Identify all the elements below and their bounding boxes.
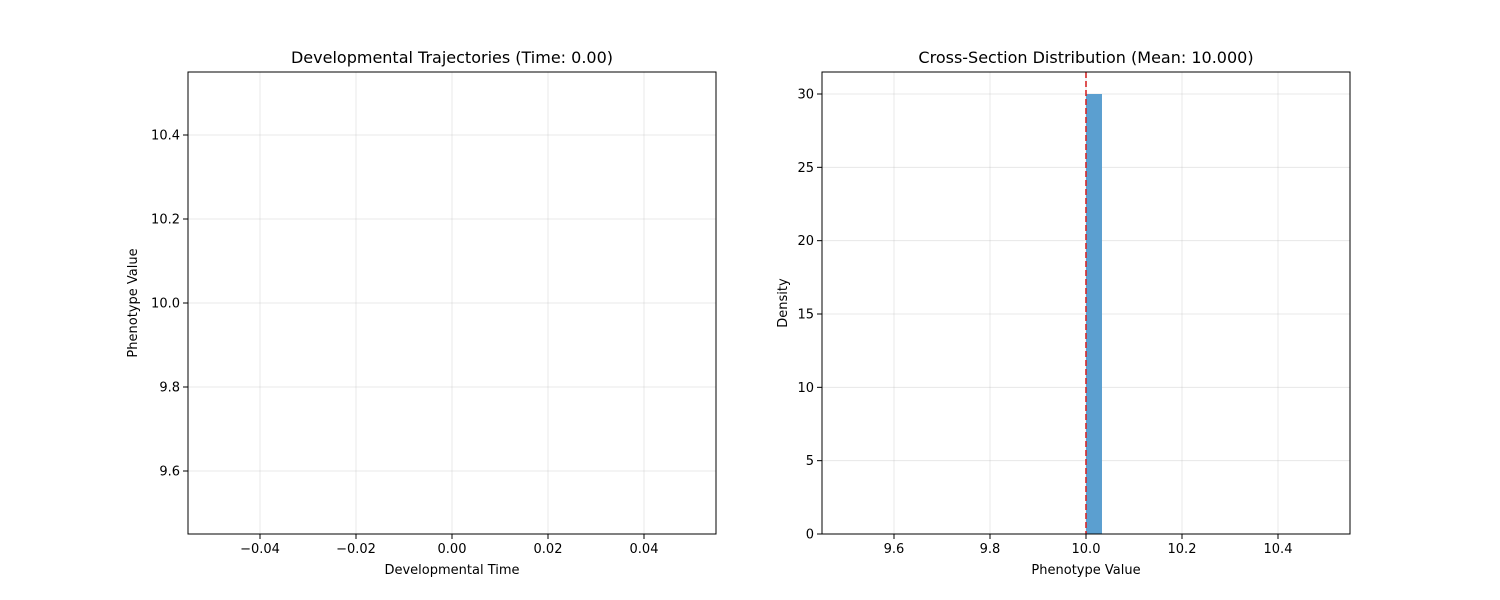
distribution-ylabel: Density — [776, 278, 791, 328]
trajectories-ytick-label: 10.0 — [151, 297, 180, 312]
trajectories-xlabel: Developmental Time — [384, 563, 519, 578]
trajectories-ytick-label: 10.4 — [151, 129, 180, 144]
trajectories-xtick-label: 0.04 — [630, 542, 659, 557]
trajectories-xtick-label: 0.02 — [534, 542, 563, 557]
distribution-ytick-label: 20 — [797, 234, 814, 249]
distribution-xtick-label: 9.8 — [980, 542, 1001, 557]
distribution-ytick-label: 15 — [797, 308, 814, 323]
trajectories-ytick-label: 10.2 — [151, 213, 180, 228]
trajectories-xtick-label: 0.00 — [438, 542, 467, 557]
trajectories-panel: −0.04 −0.02 0.00 0.02 0.04 9.6 9.8 10.0 10.2 10.4… — [126, 48, 717, 578]
distribution-ytick-label: 0 — [806, 528, 814, 543]
distribution-ytick-label: 5 — [806, 454, 814, 469]
trajectories-ytick-label: 9.6 — [159, 465, 180, 480]
trajectories-ylabel: Phenotype Value — [126, 248, 141, 357]
distribution-xtick-label: 10.2 — [1168, 542, 1197, 557]
trajectories-ytick-label: 9.8 — [159, 381, 180, 396]
trajectories-xtick-label: −0.02 — [336, 542, 376, 557]
distribution-xtick-label: 10.0 — [1072, 542, 1101, 557]
distribution-title: Cross-Section Distribution (Mean: 10.000… — [918, 48, 1253, 67]
distribution-bars — [1086, 94, 1102, 534]
distribution-panel: 9.6 9.8 10.0 10.2 10.4 0 5 10 15 20 25 30 Cross-Sec… — [776, 48, 1351, 578]
trajectories-title: Developmental Trajectories (Time: 0.00) — [291, 48, 613, 67]
distribution-xlabel: Phenotype Value — [1031, 563, 1140, 578]
distribution-ytick-label: 10 — [797, 381, 814, 396]
distribution-xtick-label: 10.4 — [1264, 542, 1293, 557]
distribution-ytick-label: 30 — [797, 88, 814, 103]
distribution-xtick-label: 9.6 — [884, 542, 905, 557]
trajectories-grid — [188, 72, 716, 534]
trajectories-ticks: −0.04 −0.02 0.00 0.02 0.04 9.6 9.8 10.0 10.2 10.4 — [151, 129, 658, 558]
distribution-ticks: 9.6 9.8 10.0 10.2 10.4 0 5 10 15 20 25 30 — [797, 88, 1292, 558]
trajectories-xtick-label: −0.04 — [240, 542, 280, 557]
histogram-bar — [1086, 94, 1102, 534]
distribution-ytick-label: 25 — [797, 161, 814, 176]
